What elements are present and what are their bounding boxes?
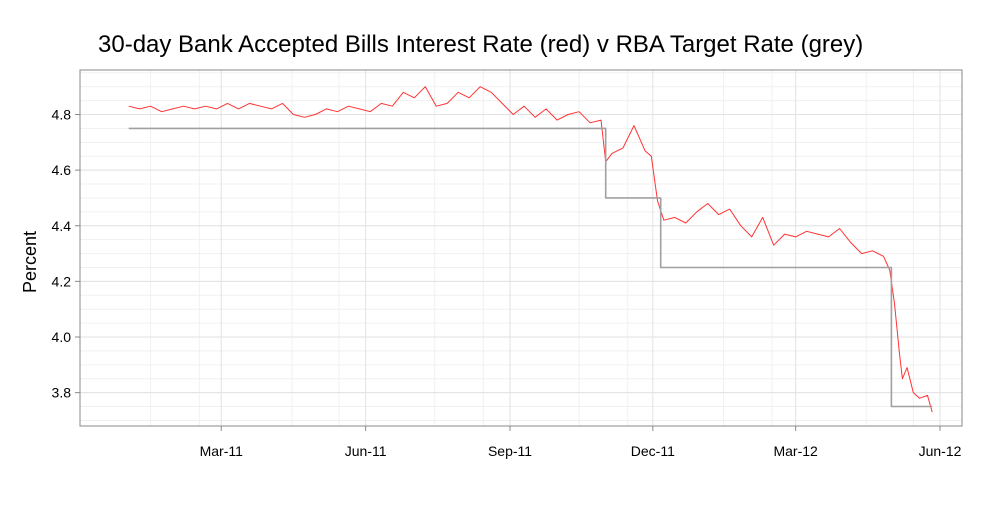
bank-bills-rate-line (128, 86, 933, 413)
x-tick-label: Dec-11 (631, 443, 675, 459)
x-tick-label: Mar-11 (200, 443, 244, 459)
x-tick-label: Jun-11 (345, 443, 387, 459)
y-tick-label: 4.6 (52, 162, 72, 178)
plot-frame (79, 69, 963, 427)
y-tick-label: 3.8 (52, 385, 72, 401)
x-tick-label: Mar-12 (773, 443, 818, 459)
rba-target-rate-line (128, 127, 933, 408)
y-tick-label: 4.8 (52, 107, 72, 123)
y-axis-label: Percent (20, 231, 40, 293)
grid-lines (80, 70, 962, 426)
series-layer (128, 86, 933, 413)
x-tick-label: Jun-12 (919, 443, 962, 459)
y-tick-label: 4.0 (52, 329, 72, 345)
y-tick-label: 4.2 (52, 273, 72, 289)
axes-layer: 3.8 4.0 4.2 4.4 4.6 4.8 Mar-11 Jun-11 Sep-11 Dec-… (52, 69, 963, 459)
y-tick-label: 4.4 (52, 218, 72, 234)
x-tick-label: Sep-11 (488, 443, 532, 459)
chart-title: 30-day Bank Accepted Bills Interest Rate… (98, 31, 863, 58)
